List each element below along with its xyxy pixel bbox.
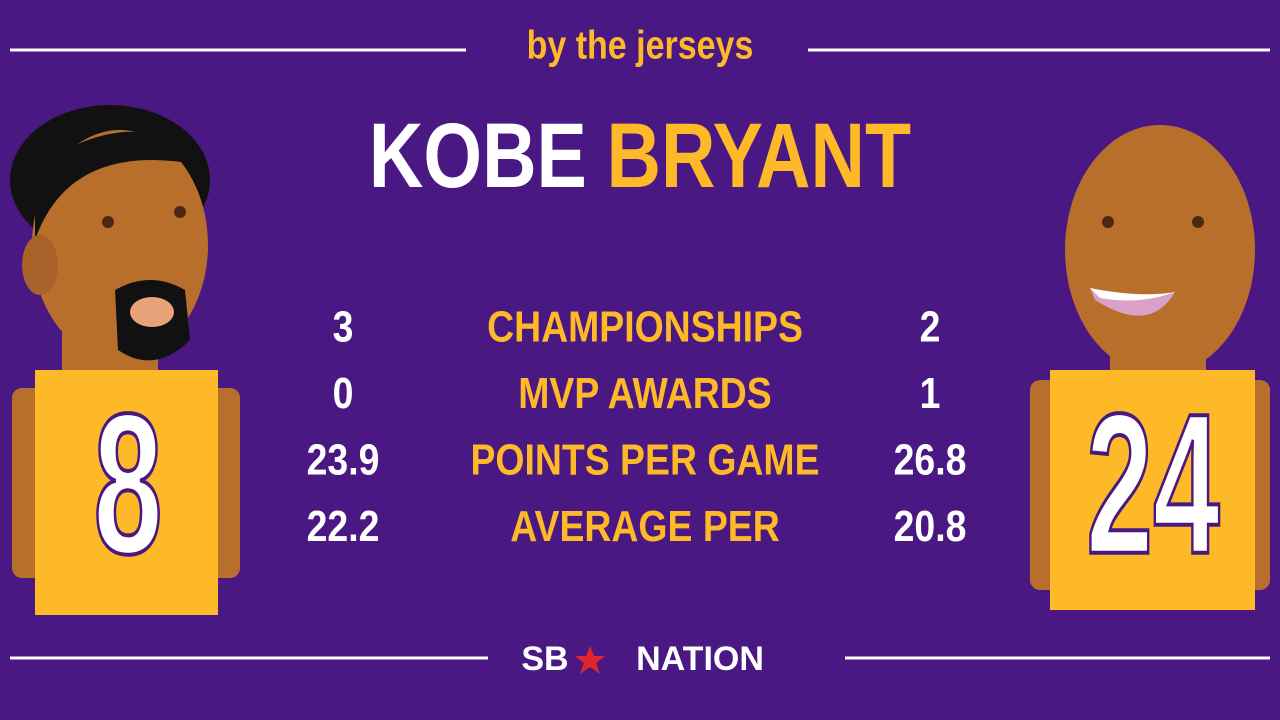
- logo-star: [575, 646, 605, 674]
- player-left: [10, 105, 240, 615]
- stats-table: 3 CHAMPIONSHIPS 2 0 MVP AWARDS 1 23.9 POINTS PE…: [307, 302, 967, 551]
- subtitle: by the jerseys: [527, 22, 754, 67]
- stat-label: MVP AWARDS: [518, 368, 772, 418]
- left-value: 3: [333, 302, 354, 352]
- stat-label: AVERAGE PER: [510, 501, 779, 551]
- right-value: 2: [920, 302, 941, 352]
- jersey-number: 8: [94, 373, 163, 597]
- jersey-number: 24: [1086, 372, 1219, 595]
- left-value: 22.2: [307, 501, 380, 551]
- right-value: 1: [920, 368, 941, 418]
- stat-label: POINTS PER GAME: [470, 435, 819, 485]
- title-first: KOBE: [369, 104, 587, 207]
- right-value: 20.8: [894, 501, 967, 551]
- stat-label: CHAMPIONSHIPS: [487, 302, 803, 352]
- left-value: 23.9: [307, 435, 380, 485]
- player-right: [1030, 125, 1270, 610]
- left-value: 0: [333, 368, 354, 418]
- logo-left: SB: [521, 640, 568, 678]
- right-value: 26.8: [894, 435, 967, 485]
- title-last: BRYANT: [607, 104, 912, 207]
- title: KOBE BRYANT: [369, 104, 911, 207]
- logo-right: NATION: [636, 640, 764, 678]
